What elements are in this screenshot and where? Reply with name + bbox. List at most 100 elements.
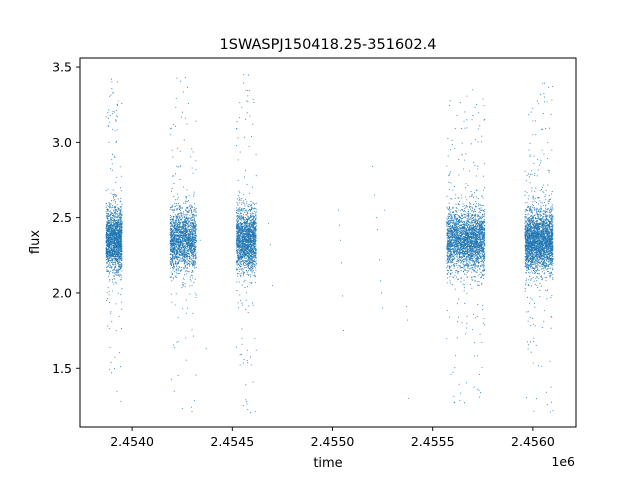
cluster-1-outlier	[107, 325, 109, 327]
cluster-2-point	[184, 251, 186, 253]
cluster-1-point	[115, 213, 117, 215]
cluster-1-outlier	[114, 281, 116, 284]
cluster-1-point	[121, 253, 123, 255]
cluster-2-point	[176, 252, 178, 254]
cluster-2-point	[193, 254, 196, 256]
cluster-2-point	[173, 263, 175, 265]
cluster-1-point	[114, 232, 116, 234]
cluster-2-point	[186, 233, 188, 236]
cluster-1-point	[110, 239, 112, 241]
cluster-1-point	[111, 218, 113, 221]
cluster-2-outlier	[172, 209, 174, 211]
cluster-2-point	[185, 243, 187, 245]
cluster-1-point	[115, 230, 117, 232]
cluster-2-point	[175, 223, 177, 225]
cluster-1-point	[117, 224, 119, 226]
cluster-2-point	[173, 237, 175, 239]
cluster-2-point	[172, 243, 174, 245]
cluster-1-point	[109, 249, 112, 251]
cluster-1-outlier	[116, 116, 118, 118]
cluster-2-point	[173, 232, 175, 235]
cluster-1-point	[108, 230, 111, 232]
cluster-1-point	[117, 198, 119, 200]
cluster-1-point	[111, 245, 113, 247]
cluster-1-point	[106, 224, 108, 226]
cluster-2-point	[179, 212, 181, 214]
cluster-1-point	[121, 236, 123, 238]
cluster-1-outlier	[112, 189, 114, 191]
cluster-2-point	[181, 259, 183, 261]
cluster-3-point	[241, 284, 243, 286]
cluster-1-point	[121, 211, 123, 213]
cluster-2-point	[193, 252, 195, 254]
cluster-2-point	[192, 224, 194, 226]
cluster-2-point	[193, 256, 195, 258]
cluster-2-point	[174, 222, 176, 225]
cluster-2-point	[184, 282, 186, 285]
cluster-3-point	[243, 202, 245, 204]
cluster-2-outlier	[177, 193, 179, 195]
cluster-2-point	[188, 256, 191, 258]
cluster-2-outlier	[195, 160, 197, 162]
cluster-2-point	[182, 224, 184, 226]
cluster-1-point	[118, 261, 120, 263]
cluster-3-point	[238, 268, 240, 270]
cluster-2-point	[183, 257, 185, 259]
cluster-3-point	[239, 217, 241, 219]
cluster-3-point	[252, 202, 254, 204]
cluster-2-point	[190, 227, 192, 229]
cluster-2-point	[182, 233, 184, 235]
cluster-1-point	[115, 254, 117, 257]
cluster-3-point	[254, 236, 257, 238]
cluster-1-point	[119, 246, 121, 248]
cluster-2-point	[192, 213, 194, 216]
cluster-1-point	[106, 205, 108, 207]
cluster-1-point	[113, 254, 115, 256]
cluster-2-point	[184, 247, 186, 249]
cluster-2-point	[193, 229, 195, 231]
cluster-2-point	[174, 221, 176, 223]
cluster-1-point	[106, 248, 108, 250]
cluster-3-point	[243, 259, 245, 262]
cluster-2-point	[189, 220, 191, 222]
cluster-1-point	[117, 258, 119, 261]
cluster-2-point	[195, 258, 197, 260]
cluster-3-point	[255, 259, 257, 261]
cluster-1-point	[108, 235, 110, 237]
cluster-2-outlier	[173, 175, 175, 177]
cluster-1-point	[107, 254, 109, 256]
cluster-2-outlier	[185, 270, 187, 272]
cluster-1-outlier	[119, 352, 121, 354]
cluster-2-point	[183, 239, 185, 241]
cluster-1-outlier	[111, 159, 113, 161]
cluster-2-point	[175, 253, 177, 255]
cluster-1-point	[113, 264, 115, 266]
cluster-1-point	[115, 269, 117, 272]
cluster-1-point	[112, 229, 114, 231]
cluster-2-point	[191, 246, 194, 248]
cluster-3-point	[241, 215, 243, 217]
cluster-3-point	[243, 218, 245, 220]
cluster-1-outlier	[109, 273, 111, 275]
cluster-2-point	[178, 243, 180, 245]
cluster-1-outlier	[111, 88, 113, 90]
cluster-3-point	[236, 281, 238, 283]
cluster-1-outlier	[111, 163, 113, 165]
cluster-1-point	[109, 225, 111, 227]
cluster-1-point	[110, 241, 112, 243]
cluster-1-point	[110, 237, 113, 239]
cluster-1-point	[112, 248, 114, 250]
cluster-3-point	[254, 207, 256, 209]
cluster-1-point	[112, 214, 114, 216]
cluster-2-point	[174, 224, 176, 226]
cluster-1-outlier	[110, 200, 112, 202]
cluster-2-point	[178, 238, 180, 240]
cluster-1-point	[114, 215, 116, 217]
cluster-3-point	[253, 256, 255, 258]
cluster-2-outlier	[185, 359, 187, 361]
cluster-3-point	[245, 228, 247, 230]
cluster-1-point	[121, 223, 123, 225]
cluster-2-point	[171, 262, 173, 264]
cluster-2-outlier	[180, 165, 182, 167]
cluster-1-point	[120, 241, 122, 243]
